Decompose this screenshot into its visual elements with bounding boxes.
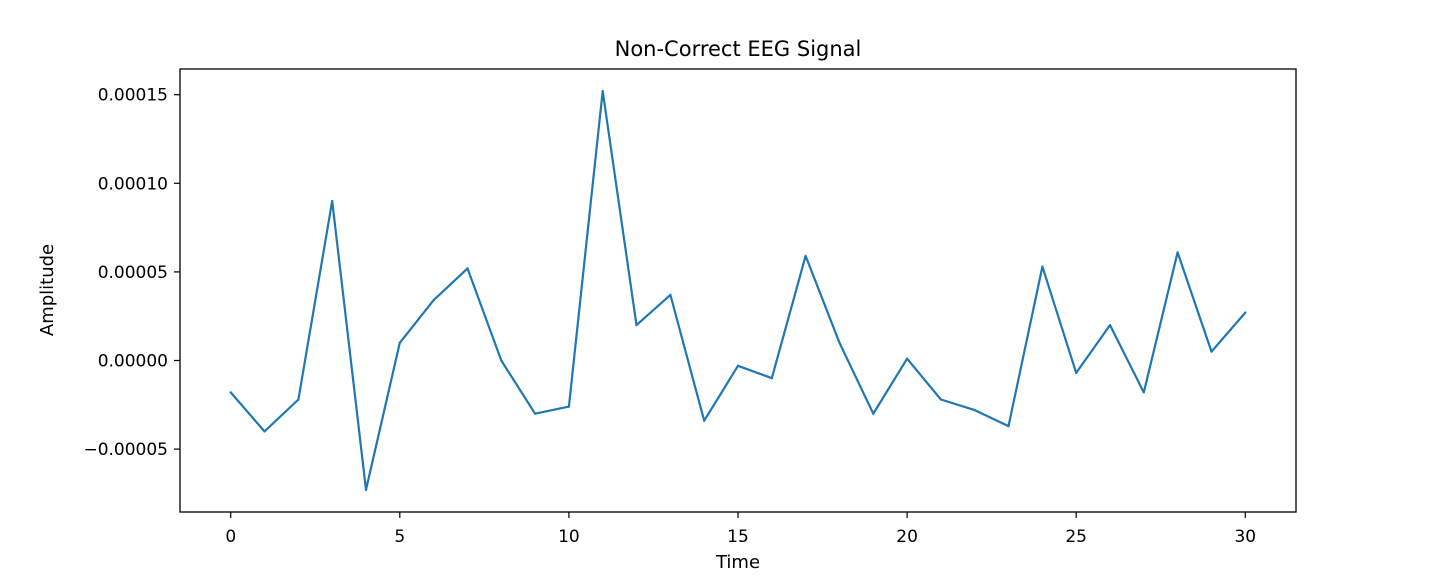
x-tick-label: 5 [394,527,405,547]
data-point [263,430,266,433]
x-tick-label: 0 [225,527,236,547]
y-axis: −0.00005 0.00000 0.00005 0.00010 0.00015 [83,86,180,460]
data-point [804,254,807,257]
data-point [364,488,368,491]
data-point [872,412,875,415]
data-point [432,299,435,302]
x-tick-label: 30 [1234,527,1256,547]
chart-title: Non-Correct EEG Signal [615,37,862,61]
x-tick-label: 15 [727,527,749,547]
data-point [838,341,841,344]
data-point [601,90,604,93]
data-point [500,359,503,362]
data-point [736,364,740,367]
series-layer [229,89,1247,491]
x-tick-label: 20 [896,527,918,547]
data-point [906,357,909,360]
data-point [331,199,334,203]
x-axis: 0 5 10 15 20 25 30 [225,512,1256,547]
data-point [466,267,469,270]
plot-area [180,69,1296,512]
data-point [770,377,773,380]
y-axis-title: Amplitude [37,244,58,336]
data-point [567,405,571,408]
y-tick-label: 0.00005 [98,263,168,283]
data-point [229,391,232,394]
data-point [635,324,638,327]
data-point [534,412,537,415]
data-point [1244,311,1247,314]
y-tick-label: −0.00005 [83,440,168,460]
x-tick-label: 10 [558,527,580,547]
x-tick-label: 25 [1065,527,1087,547]
data-point [973,409,976,412]
data-point [1075,371,1078,374]
x-axis-title: Time [715,552,760,573]
data-point [669,293,672,296]
data-point [939,398,943,401]
data-point [1142,391,1145,394]
data-point [1108,324,1112,327]
y-tick-label: 0.00015 [98,86,168,106]
data-point [297,398,300,401]
data-point [1210,350,1213,353]
y-tick-label: 0.00000 [98,351,168,371]
data-point [1041,265,1044,268]
plot-frame [179,68,1297,513]
data-point [398,341,401,344]
data-point [1176,251,1179,254]
data-point [703,419,706,422]
data-point [1007,425,1010,428]
y-tick-label: 0.00010 [98,174,168,194]
